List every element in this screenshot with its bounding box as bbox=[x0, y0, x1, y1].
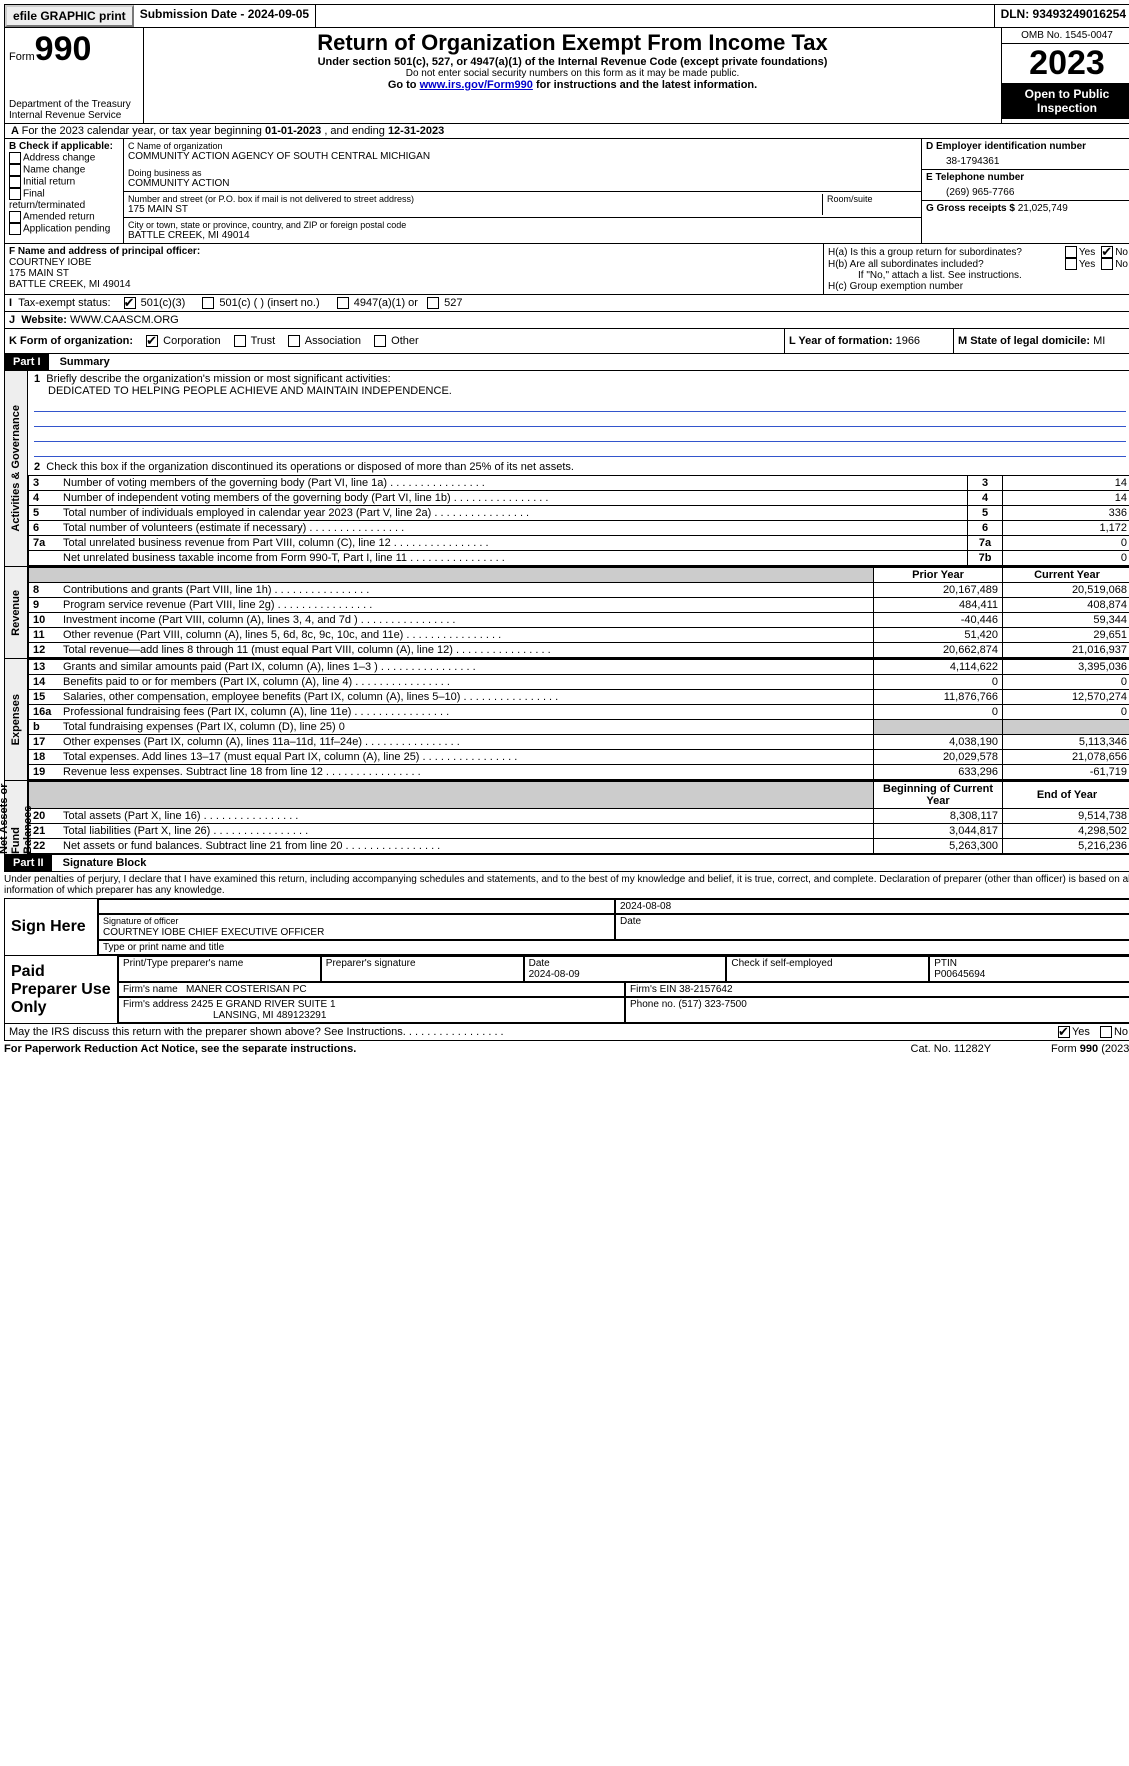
org-name-label: C Name of organization bbox=[128, 141, 917, 151]
netassets-table: Beginning of Current YearEnd of Year20To… bbox=[28, 781, 1129, 854]
open-inspection: Open to Public Inspection bbox=[1002, 83, 1129, 119]
section-a: A For the 2023 calendar year, or tax yea… bbox=[4, 124, 1129, 139]
l-label: L Year of formation: bbox=[789, 335, 893, 347]
sign-here-block: Sign Here 2024-08-08 Signature of office… bbox=[4, 898, 1129, 956]
irs-label: Internal Revenue Service bbox=[9, 110, 139, 121]
footer-right: Form 990 (2023) bbox=[1051, 1043, 1129, 1055]
part2-title: Signature Block bbox=[55, 855, 155, 871]
city-label: City or town, state or province, country… bbox=[128, 220, 917, 230]
officer-sig: COURTNEY IOBE CHIEF EXECUTIVE OFFICER bbox=[103, 927, 324, 938]
part1-title: Summary bbox=[52, 354, 118, 370]
footer: For Paperwork Reduction Act Notice, see … bbox=[4, 1041, 1129, 1055]
goto-line: Go to www.irs.gov/Form990 for instructio… bbox=[150, 79, 995, 91]
website-label: Website: bbox=[21, 314, 70, 326]
firm-name: MANER COSTERISAN PC bbox=[186, 984, 307, 995]
officer-street: 175 MAIN ST bbox=[9, 268, 819, 279]
prep-selfemp: Check if self-employed bbox=[726, 956, 929, 982]
firm-addr1: 2425 E GRAND RIVER SUITE 1 bbox=[191, 999, 336, 1010]
sign-date: 2024-08-08 bbox=[615, 899, 1129, 914]
phone: (269) 965-7766 bbox=[926, 183, 1128, 198]
ein-label: D Employer identification number bbox=[926, 141, 1128, 152]
part1-header: Part I bbox=[5, 354, 49, 370]
sidebar-governance: Activities & Governance bbox=[5, 371, 28, 566]
h-b-note: If "No," attach a list. See instructions… bbox=[828, 270, 1128, 281]
sig-officer-label: Signature of officer bbox=[103, 916, 178, 926]
line2-text: Check this box if the organization disco… bbox=[46, 461, 574, 473]
form-title: Return of Organization Exempt From Incom… bbox=[150, 30, 995, 56]
part2-header: Part II bbox=[5, 855, 52, 871]
gross-receipts: 21,025,749 bbox=[1018, 203, 1068, 214]
mission-text: DEDICATED TO HELPING PEOPLE ACHIEVE AND … bbox=[34, 385, 452, 397]
h-b: H(b) Are all subordinates included? bbox=[828, 259, 1065, 270]
revenue-table: Prior YearCurrent Year8Contributions and… bbox=[28, 567, 1129, 658]
discuss-q: May the IRS discuss this return with the… bbox=[9, 1026, 1058, 1038]
sidebar-expenses: Expenses bbox=[5, 659, 28, 780]
form-subtitle: Under section 501(c), 527, or 4947(a)(1)… bbox=[150, 56, 995, 68]
governance-table: 3Number of voting members of the governi… bbox=[28, 475, 1129, 566]
type-name-label: Type or print name and title bbox=[98, 940, 1129, 955]
submission-date: Submission Date - 2024-09-05 bbox=[134, 5, 316, 27]
paid-preparer-label: Paid Preparer Use Only bbox=[5, 956, 118, 1023]
prep-sig-label: Preparer's signature bbox=[321, 956, 524, 982]
k-label: K Form of organization: bbox=[9, 335, 133, 347]
sidebar-netassets: Net Assets or Fund Balances bbox=[5, 781, 28, 854]
prep-date: 2024-08-09 bbox=[529, 969, 580, 980]
sidebar-revenue: Revenue bbox=[5, 567, 28, 658]
dept-treasury: Department of the Treasury bbox=[9, 99, 139, 110]
prep-print-label: Print/Type preparer's name bbox=[118, 956, 321, 982]
paid-preparer-block: Paid Preparer Use Only Print/Type prepar… bbox=[4, 956, 1129, 1024]
room-label: Room/suite bbox=[827, 194, 917, 204]
year-formation: 1966 bbox=[896, 335, 920, 347]
tax-year: 2023 bbox=[1002, 44, 1129, 83]
city: BATTLE CREEK, MI 49014 bbox=[128, 230, 917, 241]
dba-label: Doing business as bbox=[128, 168, 917, 178]
officer-label: F Name and address of principal officer: bbox=[9, 246, 819, 257]
efile-button[interactable]: efile GRAPHIC print bbox=[5, 5, 134, 27]
ein: 38-1794361 bbox=[926, 152, 1128, 167]
section-b: B Check if applicable: Address change Na… bbox=[5, 139, 124, 243]
penalties-text: Under penalties of perjury, I declare th… bbox=[4, 872, 1129, 898]
website: WWW.CAASCM.ORG bbox=[70, 314, 179, 326]
dln: DLN: 93493249016254 bbox=[994, 5, 1129, 27]
gross-label: G Gross receipts $ bbox=[926, 203, 1015, 214]
entity-block: B Check if applicable: Address change Na… bbox=[4, 139, 1129, 244]
officer-city: BATTLE CREEK, MI 49014 bbox=[9, 279, 819, 290]
firm-addr2: LANSING, MI 489123291 bbox=[123, 1010, 326, 1021]
form-number: Form990 bbox=[9, 30, 139, 69]
org-name: COMMUNITY ACTION AGENCY OF SOUTH CENTRAL… bbox=[128, 151, 917, 162]
footer-mid: Cat. No. 11282Y bbox=[911, 1043, 992, 1055]
form-header: Form990 Department of the Treasury Inter… bbox=[4, 28, 1129, 124]
h-a: H(a) Is this a group return for subordin… bbox=[828, 247, 1065, 258]
mission-label: Briefly describe the organization's miss… bbox=[46, 373, 390, 385]
omb-number: OMB No. 1545-0047 bbox=[1002, 28, 1129, 44]
expenses-table: 13Grants and similar amounts paid (Part … bbox=[28, 659, 1129, 780]
officer-name: COURTNEY IOBE bbox=[9, 257, 819, 268]
street-label: Number and street (or P.O. box if mail i… bbox=[128, 194, 822, 204]
phone-label: E Telephone number bbox=[926, 172, 1128, 183]
sig-date-label: Date bbox=[615, 914, 1129, 940]
footer-left: For Paperwork Reduction Act Notice, see … bbox=[4, 1043, 356, 1055]
firm-phone: (517) 323-7500 bbox=[678, 999, 746, 1010]
dba: COMMUNITY ACTION bbox=[128, 178, 917, 189]
f-h-block: F Name and address of principal officer:… bbox=[4, 244, 1129, 295]
sign-here-label: Sign Here bbox=[5, 899, 98, 955]
prep-ptin: P00645694 bbox=[934, 969, 985, 980]
top-bar: efile GRAPHIC print Submission Date - 20… bbox=[4, 4, 1129, 28]
legal-domicile: MI bbox=[1093, 335, 1105, 347]
irs-link[interactable]: www.irs.gov/Form990 bbox=[420, 79, 533, 91]
firm-ein: 38-2157642 bbox=[679, 984, 732, 995]
ssn-warning: Do not enter social security numbers on … bbox=[150, 68, 995, 79]
tax-status-label: Tax-exempt status: bbox=[18, 297, 110, 309]
h-c: H(c) Group exemption number bbox=[828, 281, 1128, 292]
street: 175 MAIN ST bbox=[128, 204, 822, 215]
m-label: M State of legal domicile: bbox=[958, 335, 1090, 347]
